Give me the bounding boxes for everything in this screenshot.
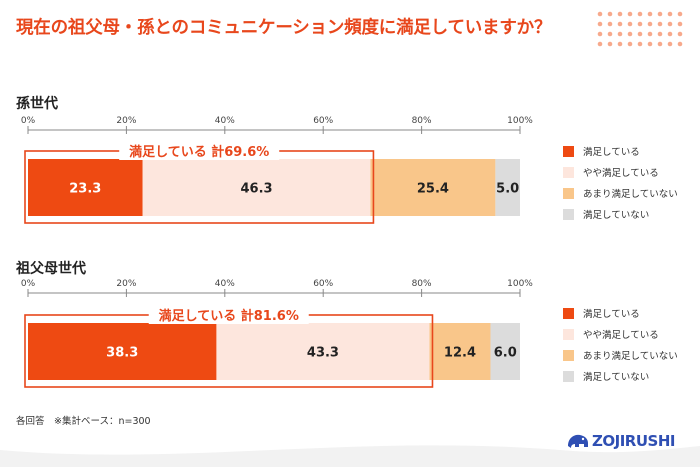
decorative-dot xyxy=(657,31,663,37)
decorative-dot xyxy=(647,11,653,17)
decorative-dot xyxy=(627,41,633,47)
decorative-dot xyxy=(597,11,603,17)
decorative-dot xyxy=(637,41,643,47)
decorative-dot xyxy=(647,31,653,37)
group-1-callout-label: 満足している 計69.6% xyxy=(129,144,269,160)
decorative-dot xyxy=(627,31,633,37)
group-1-bar-segment-4 xyxy=(495,159,520,216)
elephant-logo-icon xyxy=(568,434,588,448)
group-1-legend-swatch-1 xyxy=(563,146,574,157)
group-1-bar-segment-1 xyxy=(28,159,143,216)
decorative-dot xyxy=(597,31,603,37)
group-2-callout-label-bg xyxy=(148,306,309,324)
group-2-legend-swatch-2 xyxy=(563,329,574,340)
decorative-dot xyxy=(677,41,683,47)
group-2-data-label: 12.4 xyxy=(444,346,476,361)
group-1-legend-label: あまり満足していない xyxy=(583,189,678,200)
group-1-legend-swatch-3 xyxy=(563,188,574,199)
group-2-bar-segment-4 xyxy=(490,323,520,380)
group-2-tick-label: 80% xyxy=(412,279,432,289)
group-2-tick-label: 40% xyxy=(215,279,235,289)
group-2-tick-label: 100% xyxy=(507,279,533,289)
decorative-dot xyxy=(667,21,673,27)
group-1-tick-label: 20% xyxy=(116,116,136,126)
decorative-dot xyxy=(617,21,623,27)
decorative-dot xyxy=(637,31,643,37)
decorative-dot xyxy=(657,21,663,27)
decorative-dot xyxy=(667,41,673,47)
decorative-wave xyxy=(0,445,700,467)
decorative-dot-grid xyxy=(597,11,683,47)
group-1-tick-label: 40% xyxy=(215,116,235,126)
footnote: 各回答 ※集計ベース：n=300 xyxy=(16,416,151,427)
group-1-tick-label: 0% xyxy=(21,116,36,126)
decorative-dot xyxy=(597,41,603,47)
group-2-bar-segment-2 xyxy=(216,323,430,380)
decorative-dot xyxy=(597,21,603,27)
group-1-legend-swatch-2 xyxy=(563,167,574,178)
group-2-legend-swatch-4 xyxy=(563,371,574,382)
decorative-dot xyxy=(607,31,613,37)
decorative-dot xyxy=(667,11,673,17)
decorative-dot xyxy=(637,11,643,17)
group-2-data-label: 38.3 xyxy=(106,346,138,361)
group-1-tick-label: 80% xyxy=(412,116,432,126)
group-1-data-label: 46.3 xyxy=(240,182,272,197)
decorative-dot xyxy=(677,31,683,37)
decorative-dot xyxy=(627,21,633,27)
decorative-dot xyxy=(677,11,683,17)
group-2-legend-label: 満足している xyxy=(583,309,640,320)
decorative-dot xyxy=(617,11,623,17)
decorative-dot xyxy=(617,41,623,47)
group-1-bar-segment-3 xyxy=(370,159,496,216)
decorative-dot xyxy=(677,21,683,27)
group-2-data-label: 6.0 xyxy=(494,346,517,361)
decorative-dot xyxy=(617,31,623,37)
group-1-legend-label: やや満足している xyxy=(583,168,659,179)
decorative-dot xyxy=(657,41,663,47)
decorative-dot xyxy=(667,31,673,37)
group-1-data-label: 25.4 xyxy=(417,182,449,197)
group-2-legend-label: あまり満足していない xyxy=(583,351,678,362)
group-1-data-label: 23.3 xyxy=(69,182,101,197)
group-1-legend-swatch-4 xyxy=(563,209,574,220)
group-2-bar-segment-1 xyxy=(28,323,217,380)
decorative-dot xyxy=(607,11,613,17)
group-1-callout-label-bg xyxy=(119,142,280,160)
group-1-tick-label: 100% xyxy=(507,116,533,126)
decorative-dot xyxy=(647,41,653,47)
decorative-dot xyxy=(657,11,663,17)
group-2-legend-label: 満足していない xyxy=(583,372,649,383)
group-1-bar-segment-2 xyxy=(142,159,371,216)
chart-title: 現在の祖父母・孫とのコミュニケーション頻度に満足していますか？ xyxy=(16,18,552,38)
group-2-callout-label: 満足している 計81.6% xyxy=(159,308,299,324)
group-2-tick-label: 20% xyxy=(116,279,136,289)
group-1-legend-label: 満足している xyxy=(583,147,640,158)
decorative-dot xyxy=(607,21,613,27)
group-1-data-label: 5.0 xyxy=(496,182,519,197)
group-2-legend-label: やや満足している xyxy=(583,330,659,341)
group-2-tick-label: 60% xyxy=(313,279,333,289)
brand-logo: ZOJIRUSHI xyxy=(592,432,675,450)
decorative-dot xyxy=(627,11,633,17)
group-2-bar-segment-3 xyxy=(429,323,491,380)
decorative-dot xyxy=(607,41,613,47)
decorative-dot xyxy=(647,21,653,27)
group-1-title: 孫世代 xyxy=(16,95,58,112)
decorative-dot xyxy=(637,21,643,27)
group-1-legend-label: 満足していない xyxy=(583,210,649,221)
group-2-legend-swatch-1 xyxy=(563,308,574,319)
group-2-title: 祖父母世代 xyxy=(15,260,86,277)
group-2-tick-label: 0% xyxy=(21,279,36,289)
group-2-legend-swatch-3 xyxy=(563,350,574,361)
group-1-tick-label: 60% xyxy=(313,116,333,126)
group-2-data-label: 43.3 xyxy=(307,346,339,361)
